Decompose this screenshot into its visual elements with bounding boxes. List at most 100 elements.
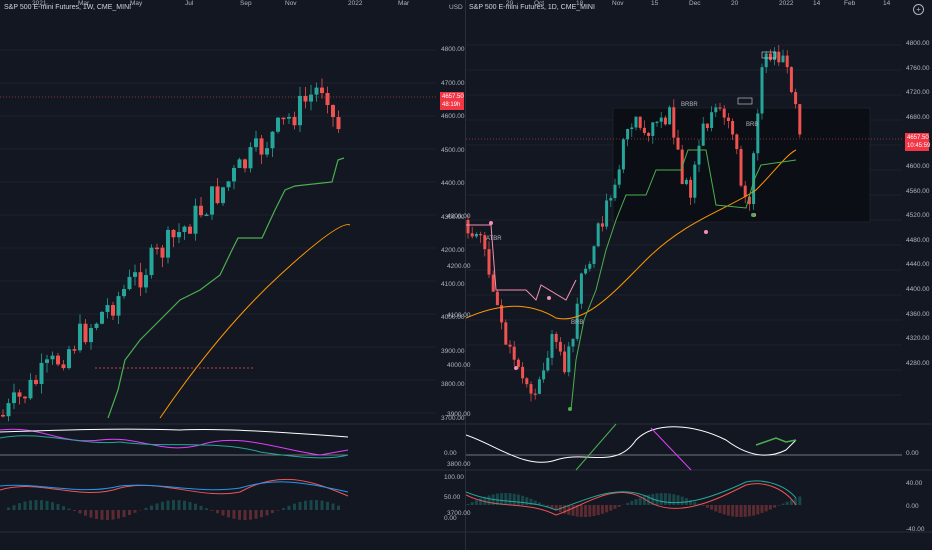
signal-dot: [547, 296, 551, 300]
histogram-bar: [232, 510, 236, 519]
histogram-bar: [537, 502, 541, 505]
add-indicator-icon[interactable]: +: [913, 4, 924, 15]
histogram-bar: [67, 508, 71, 510]
time-tick: Oct: [534, 0, 545, 7]
histogram-bar: [512, 493, 516, 505]
price-tick: 4800.00: [441, 46, 465, 53]
histogram-bar: [781, 503, 785, 505]
candle-body: [529, 384, 533, 394]
oscillator-line: [575, 423, 617, 471]
candle-body: [722, 108, 726, 118]
candle-body: [726, 117, 730, 122]
histogram-bar: [735, 505, 739, 517]
histogram-bar: [84, 510, 87, 516]
candle-body: [697, 145, 701, 165]
histogram-bar: [773, 505, 777, 508]
candle-body: [470, 233, 474, 237]
histogram-bar: [205, 508, 208, 510]
candle-body: [651, 122, 655, 136]
histogram-bar: [747, 505, 751, 517]
daily-chart-title: S&P 500 E-mini Futures, 1D, CME_MINI: [469, 4, 595, 11]
candle-body: [133, 272, 137, 277]
candle-body: [672, 107, 676, 138]
candle-body: [567, 346, 571, 373]
histogram-bar: [525, 497, 529, 505]
candle-body: [281, 117, 286, 120]
candle-body: [193, 205, 198, 234]
histogram-bar: [276, 510, 280, 511]
histogram-bar: [550, 505, 554, 509]
candle-body: [111, 305, 115, 316]
histogram-bar: [73, 510, 76, 512]
candle-body: [309, 94, 313, 102]
histogram-bar: [111, 510, 115, 520]
histogram-bar: [504, 493, 508, 505]
candle-body: [122, 289, 126, 297]
histogram-bar: [680, 496, 684, 505]
histogram-bar: [642, 495, 646, 505]
left-osc-tick: 0.00: [444, 515, 457, 522]
histogram-bar: [689, 499, 693, 505]
candle-body: [621, 139, 625, 170]
oscillator-line: [650, 427, 692, 471]
candle-body: [533, 393, 537, 395]
candle-body: [760, 67, 764, 114]
candle-body: [6, 403, 11, 417]
left-price-tick: 4200.00: [447, 262, 471, 270]
oscillator-signal: [466, 426, 797, 463]
candle-body: [171, 229, 176, 238]
candle-body: [588, 263, 592, 269]
candle-body: [138, 272, 143, 288]
osc-tick: -40.00: [906, 526, 925, 533]
time-tick: Feb: [844, 0, 856, 7]
histogram-bar: [337, 505, 340, 510]
histogram-bar: [133, 510, 137, 513]
candle-body: [521, 366, 525, 379]
candle-body: [466, 220, 470, 234]
histogram-bar: [326, 501, 329, 510]
histogram-bar: [718, 505, 722, 514]
price-tick: 4500.00: [441, 146, 465, 154]
candle-body: [512, 346, 516, 360]
daily-chart-pane[interactable]: BRBR ATBR BRB BRB S&P 500 E-mini Futures, 1…: [444, 0, 932, 550]
candle-body: [710, 112, 714, 128]
weekly-chart-pane[interactable]: S&P 500 E-mini Futures, 1W, CME_MINI 480…: [0, 0, 466, 550]
histogram-bar: [743, 505, 747, 517]
candle-body: [563, 351, 567, 373]
oscillator-line: [466, 483, 797, 516]
time-tick: 15: [651, 0, 659, 7]
candle-body: [743, 185, 747, 197]
histogram-bar: [177, 500, 181, 510]
oscillator-line: [466, 480, 797, 511]
histogram-bar: [238, 510, 241, 520]
time-tick: Mar: [398, 0, 410, 7]
histogram-bar: [227, 510, 230, 518]
candle-body: [613, 184, 617, 199]
candle-body: [626, 129, 630, 140]
histogram-bar: [309, 500, 313, 510]
histogram-bar: [651, 493, 655, 505]
histogram-bar: [726, 505, 730, 516]
weekly-chart-canvas[interactable]: [0, 0, 466, 550]
time-tick: Mar: [78, 0, 90, 7]
candle-body: [747, 196, 751, 205]
histogram-bar: [714, 505, 718, 512]
candle-body: [642, 127, 646, 133]
price-tick: 4600.00: [906, 163, 930, 170]
candle-body: [487, 249, 491, 275]
moving-average-line: [466, 149, 797, 320]
candle-body: [495, 291, 499, 306]
candle-body: [701, 123, 705, 146]
daily-chart-canvas[interactable]: BRBR ATBR BRB BRB: [466, 0, 932, 550]
histogram-bar: [731, 505, 735, 517]
histogram-bar: [563, 505, 567, 514]
histogram-bar: [600, 505, 604, 514]
histogram-bar: [529, 498, 533, 505]
candle-body: [609, 198, 613, 201]
left-osc-tick: 100.00: [444, 474, 464, 481]
histogram-bar: [558, 505, 562, 513]
candle-body: [785, 55, 789, 68]
histogram-bar: [546, 505, 550, 507]
histogram-bar: [487, 495, 491, 505]
